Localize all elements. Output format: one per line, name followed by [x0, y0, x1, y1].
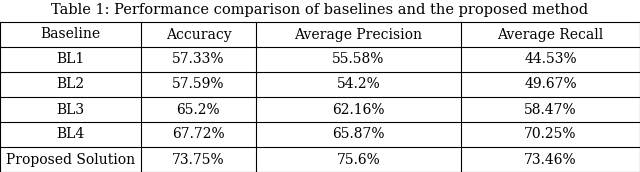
- Text: 55.58%: 55.58%: [332, 52, 385, 67]
- Text: BL2: BL2: [56, 78, 84, 92]
- Text: 65.2%: 65.2%: [177, 103, 220, 116]
- Text: 49.67%: 49.67%: [524, 78, 577, 92]
- Text: Average Precision: Average Precision: [294, 28, 422, 41]
- Text: 44.53%: 44.53%: [524, 52, 577, 67]
- Text: 58.47%: 58.47%: [524, 103, 577, 116]
- Text: 57.33%: 57.33%: [172, 52, 225, 67]
- Text: Table 1: Performance comparison of baselines and the proposed method: Table 1: Performance comparison of basel…: [51, 3, 589, 17]
- Text: 65.87%: 65.87%: [332, 127, 385, 142]
- Text: 54.2%: 54.2%: [337, 78, 380, 92]
- Text: 73.46%: 73.46%: [524, 153, 577, 166]
- Text: 62.16%: 62.16%: [332, 103, 385, 116]
- Text: Proposed Solution: Proposed Solution: [6, 153, 135, 166]
- Text: 73.75%: 73.75%: [172, 153, 225, 166]
- Text: Accuracy: Accuracy: [166, 28, 231, 41]
- Text: 70.25%: 70.25%: [524, 127, 577, 142]
- Text: Average Recall: Average Recall: [497, 28, 604, 41]
- Text: BL3: BL3: [56, 103, 84, 116]
- Text: Baseline: Baseline: [40, 28, 100, 41]
- Text: 75.6%: 75.6%: [337, 153, 380, 166]
- Text: BL4: BL4: [56, 127, 84, 142]
- Text: 57.59%: 57.59%: [172, 78, 225, 92]
- Text: 67.72%: 67.72%: [172, 127, 225, 142]
- Text: BL1: BL1: [56, 52, 84, 67]
